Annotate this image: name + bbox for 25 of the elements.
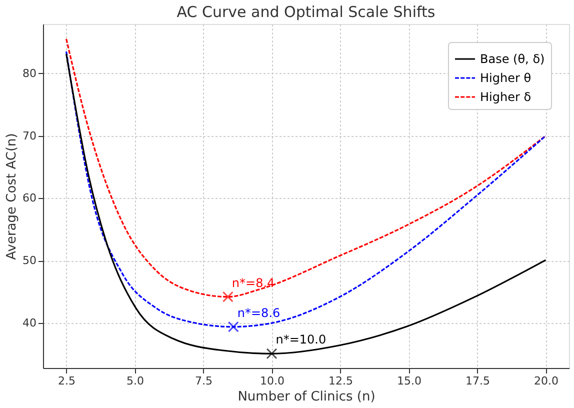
x-tick-label: 20.0 — [534, 374, 558, 388]
annotation: n*=10.0 — [276, 332, 326, 347]
y-tick-label: 70 — [22, 129, 36, 142]
annotation: n*=8.4 — [232, 276, 275, 290]
x-tick-label: 10.0 — [260, 374, 285, 388]
x-tick-label: 15.0 — [396, 374, 422, 388]
x-tick-label: 2.5 — [58, 374, 76, 388]
point — [222, 291, 234, 302]
x-tick-label: 17.5 — [465, 374, 490, 388]
legend-label: Higher θ — [480, 71, 532, 85]
chart-title: AC Curve and Optimal Scale Shifts — [176, 3, 436, 21]
annotation: n*=8.6 — [237, 306, 280, 320]
x-tick-label: 7.5 — [195, 374, 213, 388]
x-axis-title: Number of Clinics (n) — [238, 390, 376, 404]
x-tick-label: 12.5 — [328, 374, 353, 388]
y-axis-title: Average Cost AC(n) — [4, 133, 20, 260]
x-tick-label: 5.0 — [126, 374, 144, 388]
point — [266, 348, 278, 360]
legend-label: Higher δ — [480, 90, 532, 104]
y-tick-label: 40 — [22, 316, 36, 330]
y-tick-label: 60 — [22, 192, 36, 205]
point — [228, 321, 239, 332]
legend-label: Base (θ, δ) — [480, 52, 545, 66]
y-tick-label: 50 — [22, 254, 36, 268]
y-tick-label: 80 — [22, 66, 36, 80]
